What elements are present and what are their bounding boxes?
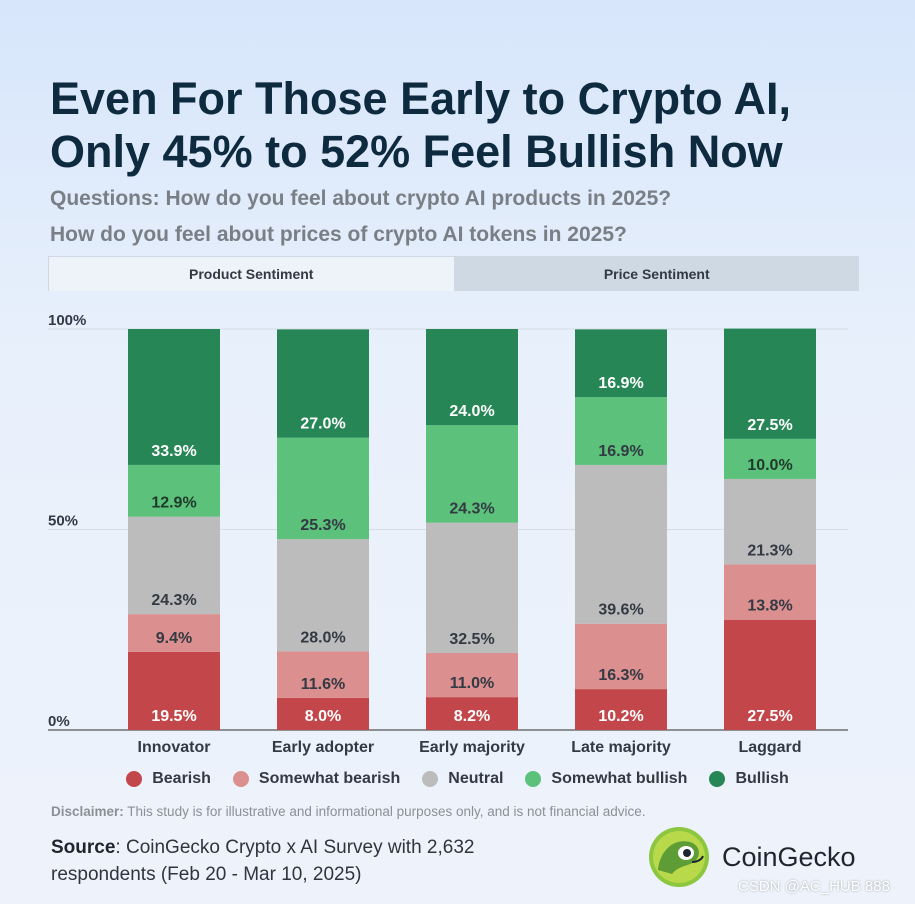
bar-segment <box>277 437 369 540</box>
bar-segment <box>575 623 667 690</box>
legend-swatch <box>422 771 439 787</box>
data-label: 13.8% <box>747 598 792 615</box>
title-line-1: Even For Those Early to Crypto AI, <box>50 73 791 124</box>
legend-label: Bearish <box>152 770 211 787</box>
data-label: 16.9% <box>598 443 643 460</box>
y-tick-label: 50% <box>48 513 78 530</box>
bar-segment <box>277 697 369 730</box>
data-label: 33.9% <box>151 443 196 460</box>
data-label: 19.5% <box>151 708 196 725</box>
bar-segment <box>277 329 369 438</box>
data-label: 32.5% <box>449 631 494 648</box>
data-label: 24.3% <box>449 501 494 518</box>
legend-label: Somewhat bearish <box>258 770 401 787</box>
data-label: 8.0% <box>305 708 341 725</box>
legend-item: Somewhat bullish <box>525 770 687 788</box>
data-label: 11.6% <box>301 676 345 693</box>
data-label: 16.9% <box>598 375 643 392</box>
chart-subtitle: Questions: How do you feel about crypto … <box>50 181 890 253</box>
data-label: 11.0% <box>450 675 494 692</box>
bar-segment <box>575 329 667 398</box>
data-label: 27.5% <box>747 417 792 434</box>
logo-name: CoinGecko <box>722 841 856 872</box>
source-text-line-1: : CoinGecko Crypto x AI Survey with 2,63… <box>115 837 475 858</box>
tab-product-sentiment[interactable]: Product Sentiment <box>48 256 455 291</box>
data-label: 39.6% <box>598 602 643 619</box>
title-line-2: Only 45% to 52% Feel Bullish Now <box>50 126 783 177</box>
disclaimer-label: Disclaimer: <box>51 804 124 819</box>
x-tick-label: Late majority <box>571 739 671 756</box>
legend-item: Neutral <box>422 770 503 788</box>
bar-segment <box>426 653 518 698</box>
bar-segment <box>426 329 518 426</box>
coingecko-logo: CoinGecko <box>648 826 856 888</box>
legend-label: Neutral <box>448 770 504 787</box>
y-tick-label: 100% <box>48 312 86 329</box>
bar-segment <box>426 522 518 654</box>
bar-segment <box>724 478 816 565</box>
bar-segment <box>426 697 518 730</box>
bar-segment <box>128 651 220 730</box>
data-label: 10.2% <box>598 708 643 725</box>
x-tick-label: Innovator <box>138 739 211 756</box>
legend-swatch <box>232 771 249 787</box>
data-label: 16.3% <box>598 667 643 684</box>
disclaimer: Disclaimer: This study is for illustrati… <box>51 804 871 819</box>
legend-item: Bearish <box>126 770 211 788</box>
data-label: 8.2% <box>454 708 490 725</box>
bar-segment <box>277 651 369 698</box>
disclaimer-text: This study is for illustrative and infor… <box>123 804 646 819</box>
data-label: 9.4% <box>156 630 192 647</box>
source-label: Source <box>51 837 116 858</box>
subtitle-line-1: Questions: How do you feel about crypto … <box>50 187 672 210</box>
chart-title: Even For Those Early to Crypto AI, Only … <box>50 72 890 178</box>
legend-swatch <box>709 771 726 787</box>
bar-segment <box>128 614 220 652</box>
legend-item: Bullish <box>709 770 789 788</box>
bar-segment <box>575 689 667 730</box>
bar-segment <box>575 464 667 624</box>
bar-segment <box>724 328 816 439</box>
legend-swatch <box>525 771 542 787</box>
gecko-icon <box>649 827 709 887</box>
bar-segment <box>128 516 220 615</box>
bar-segment <box>724 564 816 620</box>
legend-label: Somewhat bullish <box>551 770 688 787</box>
data-label: 24.0% <box>449 403 494 420</box>
legend-label: Bullish <box>735 770 789 787</box>
y-tick-label: 0% <box>48 713 70 730</box>
source-note: Source: CoinGecko Crypto x AI Survey wit… <box>51 834 611 888</box>
source-text-line-2: respondents (Feb 20 - Mar 10, 2025) <box>51 864 362 885</box>
watermark: CSDN @AC_HUB 888 <box>738 878 890 895</box>
chart-legend: Bearish Somewhat bearish Neutral Somewhat b… <box>0 770 915 788</box>
data-label: 27.0% <box>300 416 345 433</box>
data-label: 24.3% <box>151 592 196 609</box>
sentiment-tabs: Product Sentiment Price Sentiment <box>48 256 859 291</box>
data-label: 21.3% <box>747 542 792 559</box>
data-label: 27.5% <box>747 708 792 725</box>
bar-segment <box>128 329 220 465</box>
bar-segment <box>575 397 667 465</box>
x-tick-label: Laggard <box>738 739 801 756</box>
x-tick-label: Early majority <box>419 739 525 756</box>
subtitle-line-2: How do you feel about prices of crypto A… <box>50 223 627 246</box>
legend-swatch <box>126 771 143 787</box>
data-label: 10.0% <box>747 457 792 474</box>
bar-segment <box>426 425 518 523</box>
data-label: 28.0% <box>300 629 345 646</box>
bar-segment <box>128 464 220 517</box>
x-tick-label: Early adopter <box>272 739 374 756</box>
tab-price-sentiment[interactable]: Price Sentiment <box>454 256 859 291</box>
bar-segment <box>724 619 816 730</box>
bar-segment <box>277 539 369 652</box>
stacked-bar-chart: 0% 50% 100% 19.5% 9.4% 24.3% 12.9% 33.9% Innovat… <box>48 312 848 756</box>
bar-segment <box>724 438 816 479</box>
legend-item: Somewhat bearish <box>232 770 401 788</box>
data-label: 25.3% <box>300 517 345 534</box>
data-label: 12.9% <box>151 495 196 512</box>
